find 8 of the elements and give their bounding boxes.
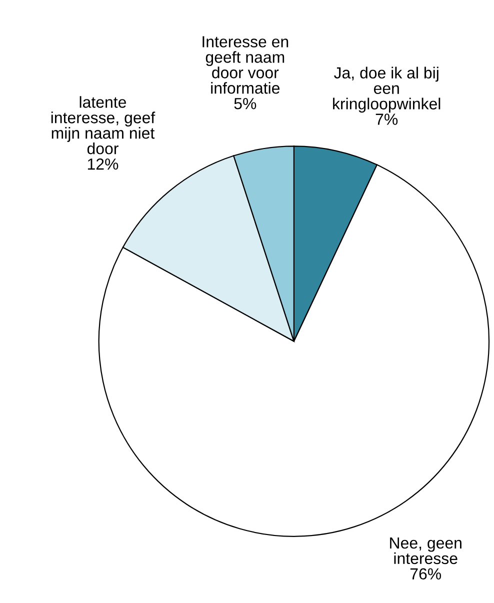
data-label: 12% [88, 158, 118, 170]
slice-label: Nee, geen interesse [390, 537, 462, 564]
data-label: 5% [234, 98, 256, 110]
slice-label: latente interesse, geef mijn naam niet door [51, 96, 156, 154]
slice-label: Ja, doe ik al bij een kringloopwinkel [333, 66, 440, 113]
slice-label: Interesse en geeft naam door voor informatie [202, 36, 288, 94]
data-label: 76% [410, 568, 442, 580]
data-label: 7% [376, 114, 398, 125]
